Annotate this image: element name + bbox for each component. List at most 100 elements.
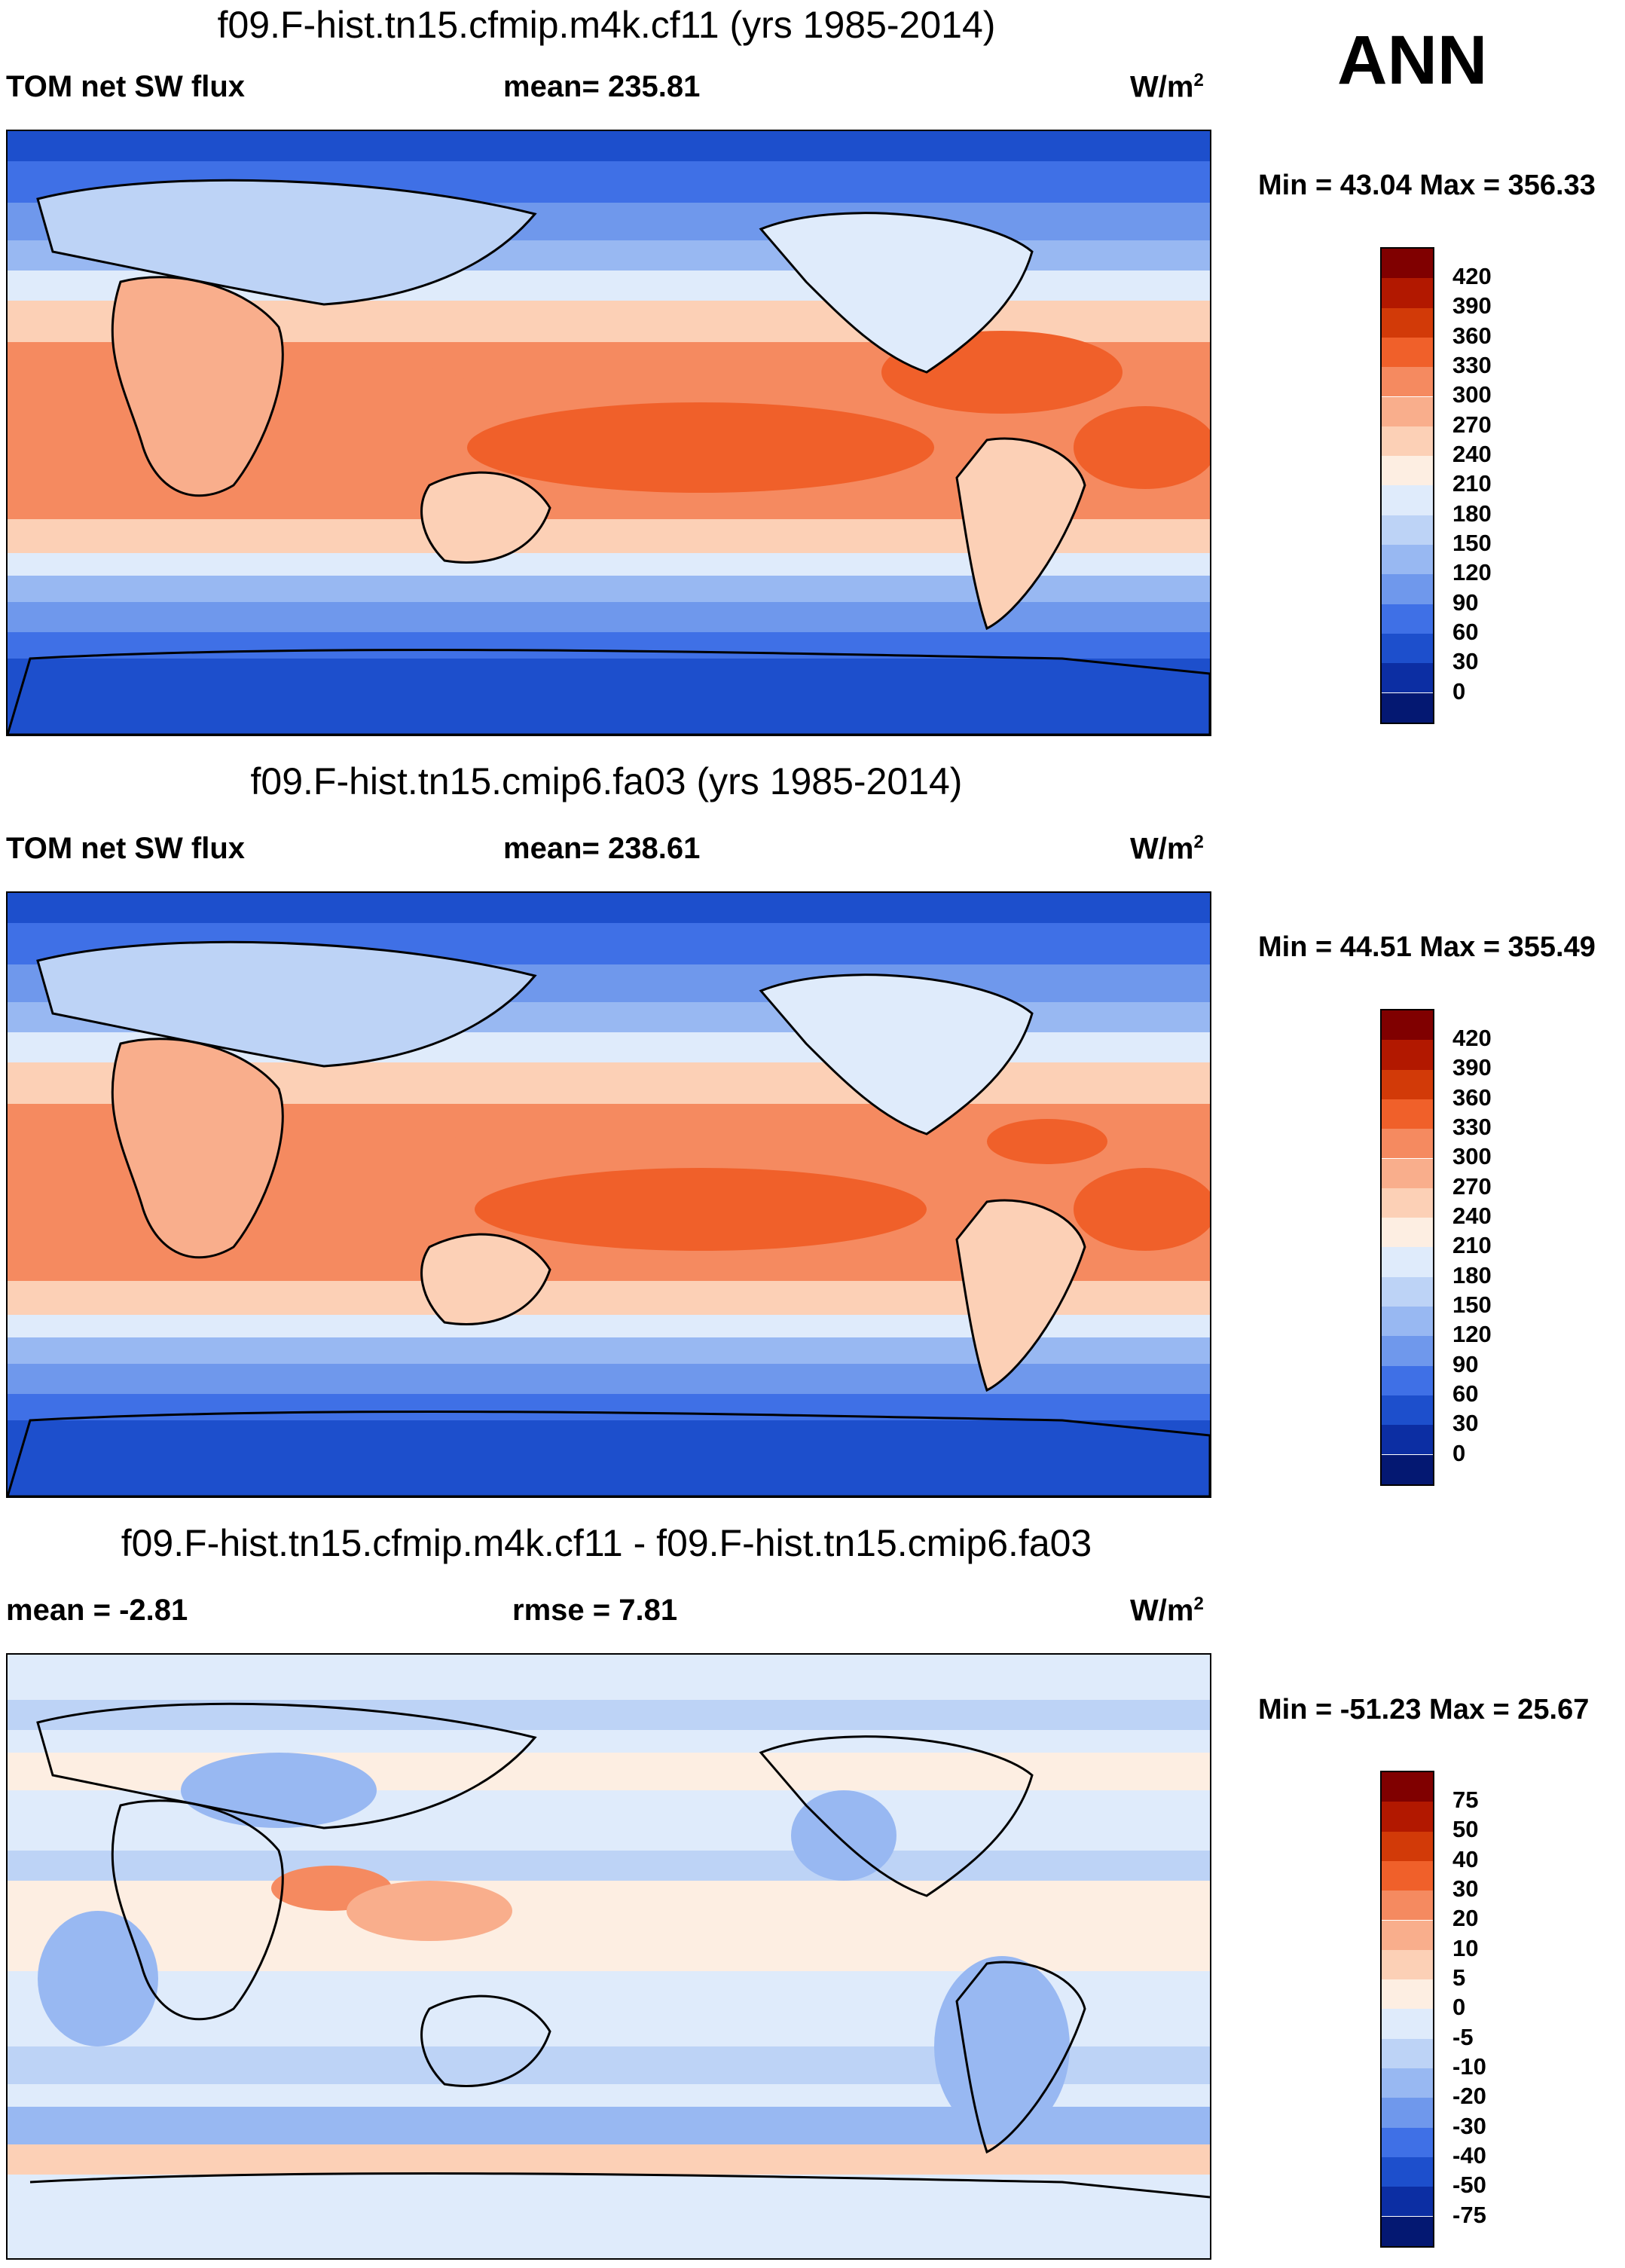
panel3-cbar-label: 50 [1452,1816,1479,1842]
panel2-cbar-label: 330 [1452,1114,1492,1140]
panel1-cbar-label: 150 [1452,530,1492,556]
panel1-cbar-label: 180 [1452,500,1492,527]
panel2-cbar-swatch [1382,1365,1433,1395]
panel1-cbar-label: 60 [1452,619,1479,645]
panel3-colorbar [1380,1771,1434,2248]
panel2-max-south-atlantic [1074,1168,1210,1251]
panel3-units: W/m2 [1130,1594,1204,1628]
panel1-cbar-swatch [1382,456,1433,486]
panel3-antarctica-coast [29,2172,1210,2199]
panel3-cbar-swatch [1382,2127,1433,2157]
panel1-cbar-label: 30 [1452,648,1479,674]
panel2-cbar-label: 390 [1452,1054,1492,1081]
panel3-cbar-swatch [1382,1891,1433,1921]
panel1-minmax: Min = 43.04 Max = 356.33 [1258,170,1596,201]
panel3-cbar-label: 75 [1452,1787,1479,1813]
panel3-map-svg [8,1655,1210,2258]
panel1-cbar-label: 210 [1452,470,1492,497]
panel2-cbar-label: 0 [1452,1440,1466,1466]
panel3-cool-africa [38,1911,158,2046]
panel2-cbar-label: 210 [1452,1232,1492,1258]
panel2-cbar-swatch [1382,1247,1433,1277]
panel1-band-south-high [8,602,1210,636]
panel3-cbar-swatch [1382,1920,1433,1950]
panel3-eurasia [36,1702,537,1829]
panel2-cbar-swatch [1382,1187,1433,1218]
panel2-cbar-label: 150 [1452,1291,1492,1318]
panel3-minmax: Min = -51.23 Max = 25.67 [1258,1694,1590,1725]
panel2-eurasia [36,940,537,1068]
panel2-band-south-high [8,1364,1210,1398]
panel2-map [6,891,1211,1498]
panel1-cbar-label: 300 [1452,381,1492,408]
panel3-cbar-swatch [1382,2156,1433,2187]
panel2-cbar-label: 120 [1452,1321,1492,1347]
panel1-cbar-swatch [1382,515,1433,545]
season-label: ANN [1337,22,1488,99]
panel1-max-south-atlantic [1074,406,1210,489]
panel1-cbar-label: 270 [1452,411,1492,438]
panel2-north-america [759,974,1034,1136]
panel1-cbar-label: 330 [1452,352,1492,378]
panel2-units: W/m2 [1130,832,1204,866]
panel2-cbar-swatch [1382,1129,1433,1159]
panel3-cbar-label: 30 [1452,1875,1479,1902]
panel1-cbar-swatch [1382,663,1433,693]
panel3-cbar-label: -50 [1452,2172,1486,2198]
panel3-australia [420,1994,551,2087]
panel3-africa [111,1799,284,2021]
panel1-cbar-swatch [1382,545,1433,575]
panel3-cbar-label: -20 [1452,2083,1486,2109]
panel1-cbar-swatch [1382,604,1433,634]
panel3-cool-north-america [791,1790,896,1881]
panel1-colorbar [1380,247,1434,724]
panel2-cbar-label: 420 [1452,1025,1492,1051]
panel3-cbar-swatch [1382,1772,1433,1802]
panel1-cbar-label: 420 [1452,263,1492,289]
panel3-south-america [955,1961,1086,2154]
panel3-cbar-swatch [1382,1860,1433,1891]
panel2-cbar-swatch [1382,1099,1433,1129]
panel1-title: f09.F-hist.tn15.cfmip.m4k.cf11 (yrs 1985… [217,4,996,46]
panel3-cbar-swatch [1382,2068,1433,2098]
panel1-cbar-swatch [1382,278,1433,308]
panel2-variable-label: TOM net SW flux [6,832,246,865]
panel1-variable-label: TOM net SW flux [6,70,246,103]
panel3-cbar-label: 0 [1452,1994,1466,2020]
panel1-antarctica-coast [8,648,1210,735]
panel2-colorbar [1380,1009,1434,1486]
panel2-cbar-label: 60 [1452,1380,1479,1407]
panel3-cbar-label: 40 [1452,1846,1479,1872]
panel3-cbar-label: -75 [1452,2202,1486,2228]
panel2-australia [420,1233,551,1325]
panel1-cbar-swatch [1382,633,1433,664]
panel2-cbar-swatch [1382,1158,1433,1188]
panel2-cbar-label: 270 [1452,1173,1492,1200]
panel2-cbar-label: 300 [1452,1143,1492,1169]
panel2-cbar-swatch [1382,1454,1433,1484]
panel3-band-southern-ocean [8,2144,1210,2175]
panel1-eurasia [36,179,537,306]
panel2-cbar-label: 180 [1452,1262,1492,1288]
panel2-cbar-label: 90 [1452,1351,1479,1377]
panel2-antarctica-coast [8,1410,1210,1496]
panel3-cbar-label: 5 [1452,1964,1466,1991]
panel1-australia [420,471,551,564]
panel2-cbar-swatch [1382,1276,1433,1307]
panel3-title: f09.F-hist.tn15.cfmip.m4k.cf11 - f09.F-h… [121,1522,1092,1564]
panel1-cbar-swatch [1382,574,1433,604]
panel1-band-antarctic [8,659,1210,735]
panel1-south-america [955,437,1086,631]
panel1-cbar-swatch [1382,396,1433,426]
panel2-cbar-swatch [1382,1425,1433,1455]
panel3-band-north-subtropic [8,1851,1210,1881]
panel3-north-america [759,1735,1034,1897]
panel1-cbar-label: 90 [1452,589,1479,616]
panel1-map-svg [8,131,1210,735]
panel3-cbar-swatch [1382,1949,1433,1980]
panel1-cbar-swatch [1382,485,1433,515]
panel3-cbar-label: -30 [1452,2113,1486,2139]
panel1-mean-label: mean= 235.81 [503,70,701,103]
panel2-mean-label: mean= 238.61 [503,832,701,865]
panel2-cbar-swatch [1382,1336,1433,1366]
